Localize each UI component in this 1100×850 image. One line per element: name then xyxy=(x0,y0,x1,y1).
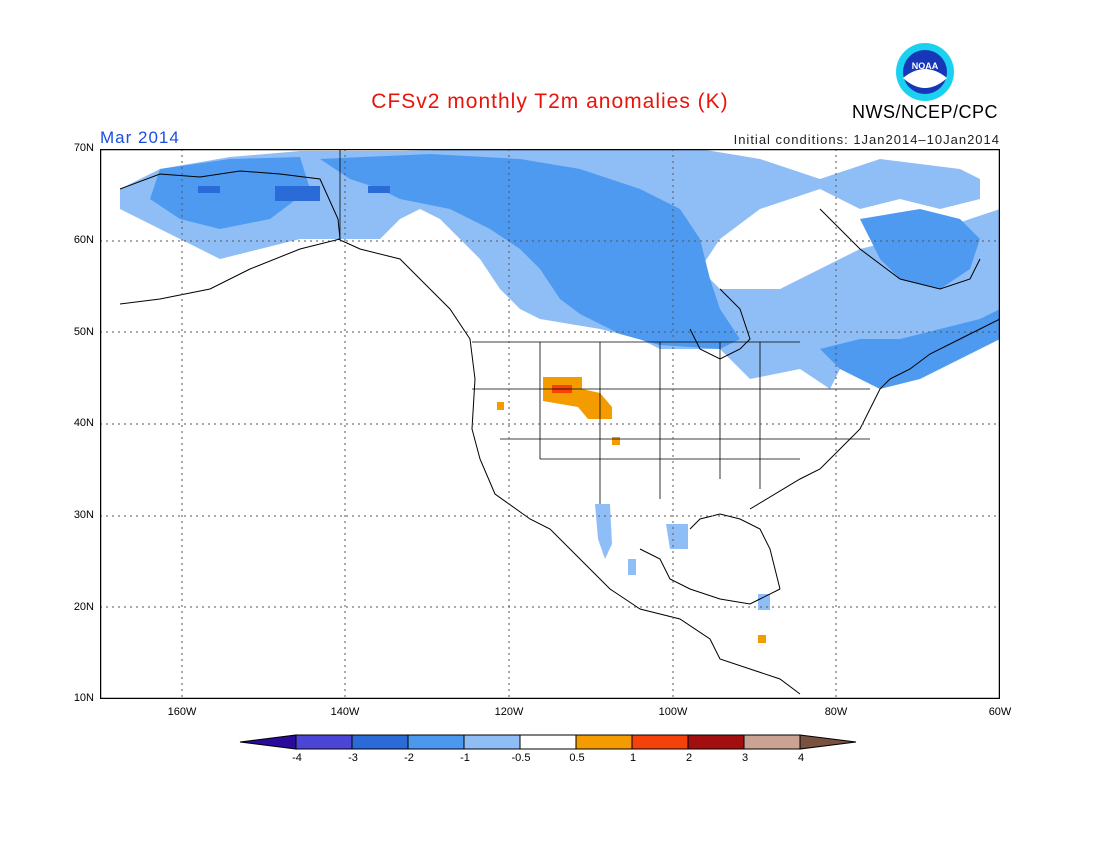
anomaly-orange-spot xyxy=(758,635,766,643)
anomaly-light-blue-spot xyxy=(628,559,636,575)
initial-conditions-label: Initial conditions: 1Jan2014–10Jan2014 xyxy=(733,132,1000,147)
colorbar-tick: -0.5 xyxy=(511,752,531,764)
colorbar-cell xyxy=(687,734,745,750)
colorbar xyxy=(239,734,857,750)
colorbar-cell xyxy=(351,734,409,750)
colorbar-cell xyxy=(743,734,801,750)
colorbar-tick: 3 xyxy=(741,752,749,764)
anomaly-blue-alaska xyxy=(150,157,310,229)
lat-label: 60N xyxy=(73,234,94,246)
logo-text: NOAA xyxy=(912,61,939,71)
colorbar-arrow-left xyxy=(239,734,297,750)
anomaly-blue-labrador xyxy=(860,209,980,289)
anomaly-dark-blue-spot xyxy=(368,186,390,193)
anomaly-orange-spot xyxy=(497,402,504,410)
lat-label: 20N xyxy=(73,601,94,613)
noaa-logo-icon: NOAA xyxy=(896,43,954,101)
lon-label: 80W xyxy=(824,706,848,718)
lat-label: 10N xyxy=(73,692,94,704)
anomaly-orange-spot xyxy=(612,437,620,445)
colorbar-cell xyxy=(519,734,577,750)
map-title: CFSv2 monthly T2m anomalies (K) xyxy=(371,90,729,113)
colorbar-cell xyxy=(575,734,633,750)
anomaly-blue-central-canada xyxy=(320,154,740,349)
colorbar-cell xyxy=(463,734,521,750)
lat-label: 70N xyxy=(73,142,94,154)
anomaly-blue-quebec xyxy=(820,309,1000,389)
state-borders xyxy=(339,149,870,504)
anomaly-dark-blue-spot xyxy=(275,186,320,201)
colorbar-tick: -3 xyxy=(348,752,358,764)
colorbar-tick: -2 xyxy=(404,752,414,764)
colorbar-tick: 2 xyxy=(685,752,693,764)
colorbar-cell xyxy=(295,734,353,750)
lon-label: 60W xyxy=(988,706,1012,718)
lat-label: 50N xyxy=(73,326,94,338)
colorbar-tick: 0.5 xyxy=(569,752,585,764)
colorbar-tick: -4 xyxy=(292,752,302,764)
anomaly-light-blue-mexico xyxy=(595,504,612,559)
anomaly-dark-blue-spot xyxy=(198,186,220,193)
colorbar-tick: 1 xyxy=(629,752,637,764)
colorbar-tick: 4 xyxy=(797,752,805,764)
month-label: Mar 2014 xyxy=(100,128,180,147)
lon-label: 160W xyxy=(167,706,197,718)
lat-label: 40N xyxy=(73,417,94,429)
colorbar-arrow-right xyxy=(799,734,857,750)
anomaly-light-blue-spot xyxy=(758,594,770,610)
lon-label: 140W xyxy=(330,706,360,718)
agency-label: NWS/NCEP/CPC xyxy=(851,102,998,122)
anomaly-light-blue-texas xyxy=(666,524,688,549)
colorbar-cell xyxy=(407,734,465,750)
anomaly-map xyxy=(100,149,1000,699)
lon-label: 100W xyxy=(658,706,688,718)
gridlines xyxy=(100,149,1000,699)
colorbar-cell xyxy=(631,734,689,750)
lon-label: 120W xyxy=(494,706,524,718)
lat-label: 30N xyxy=(73,509,94,521)
colorbar-tick: -1 xyxy=(460,752,470,764)
